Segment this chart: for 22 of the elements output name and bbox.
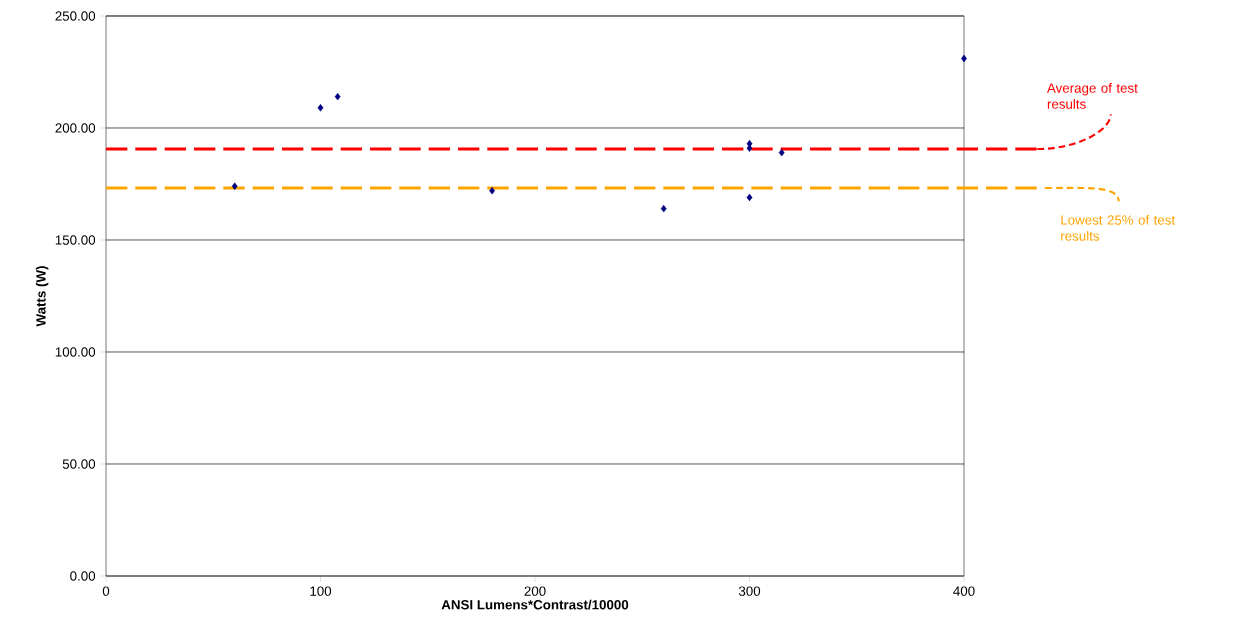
- x-tick-label: 200: [524, 586, 546, 596]
- ref-line-label: Average of test results: [1046, 82, 1138, 109]
- point: [334, 92, 341, 101]
- ref-line-label: Lowest 25% of test results: [1061, 214, 1176, 241]
- x-tick-label: 400: [953, 586, 975, 596]
- point: [317, 104, 324, 112]
- y-tick-label: 50.00: [62, 459, 96, 469]
- x-axis-title: ANSI Lumens*Contrast/10000: [441, 599, 629, 610]
- x-tick-label: 0: [102, 586, 110, 596]
- point: [746, 144, 753, 152]
- y-tick-label: 100.00: [55, 347, 96, 357]
- y-tick-label: 200.00: [55, 123, 96, 133]
- y-tick-label: 250.00: [55, 11, 96, 21]
- y-axis-title: Watts (W): [35, 266, 49, 327]
- x-tick-label: 300: [738, 586, 761, 596]
- point: [778, 148, 785, 157]
- point: [231, 182, 238, 190]
- y-tick-label: 150.00: [55, 235, 96, 245]
- y-tick-label: 0.00: [70, 571, 96, 581]
- point: [660, 204, 667, 213]
- point: [746, 193, 753, 202]
- x-tick-label: 100: [310, 586, 332, 596]
